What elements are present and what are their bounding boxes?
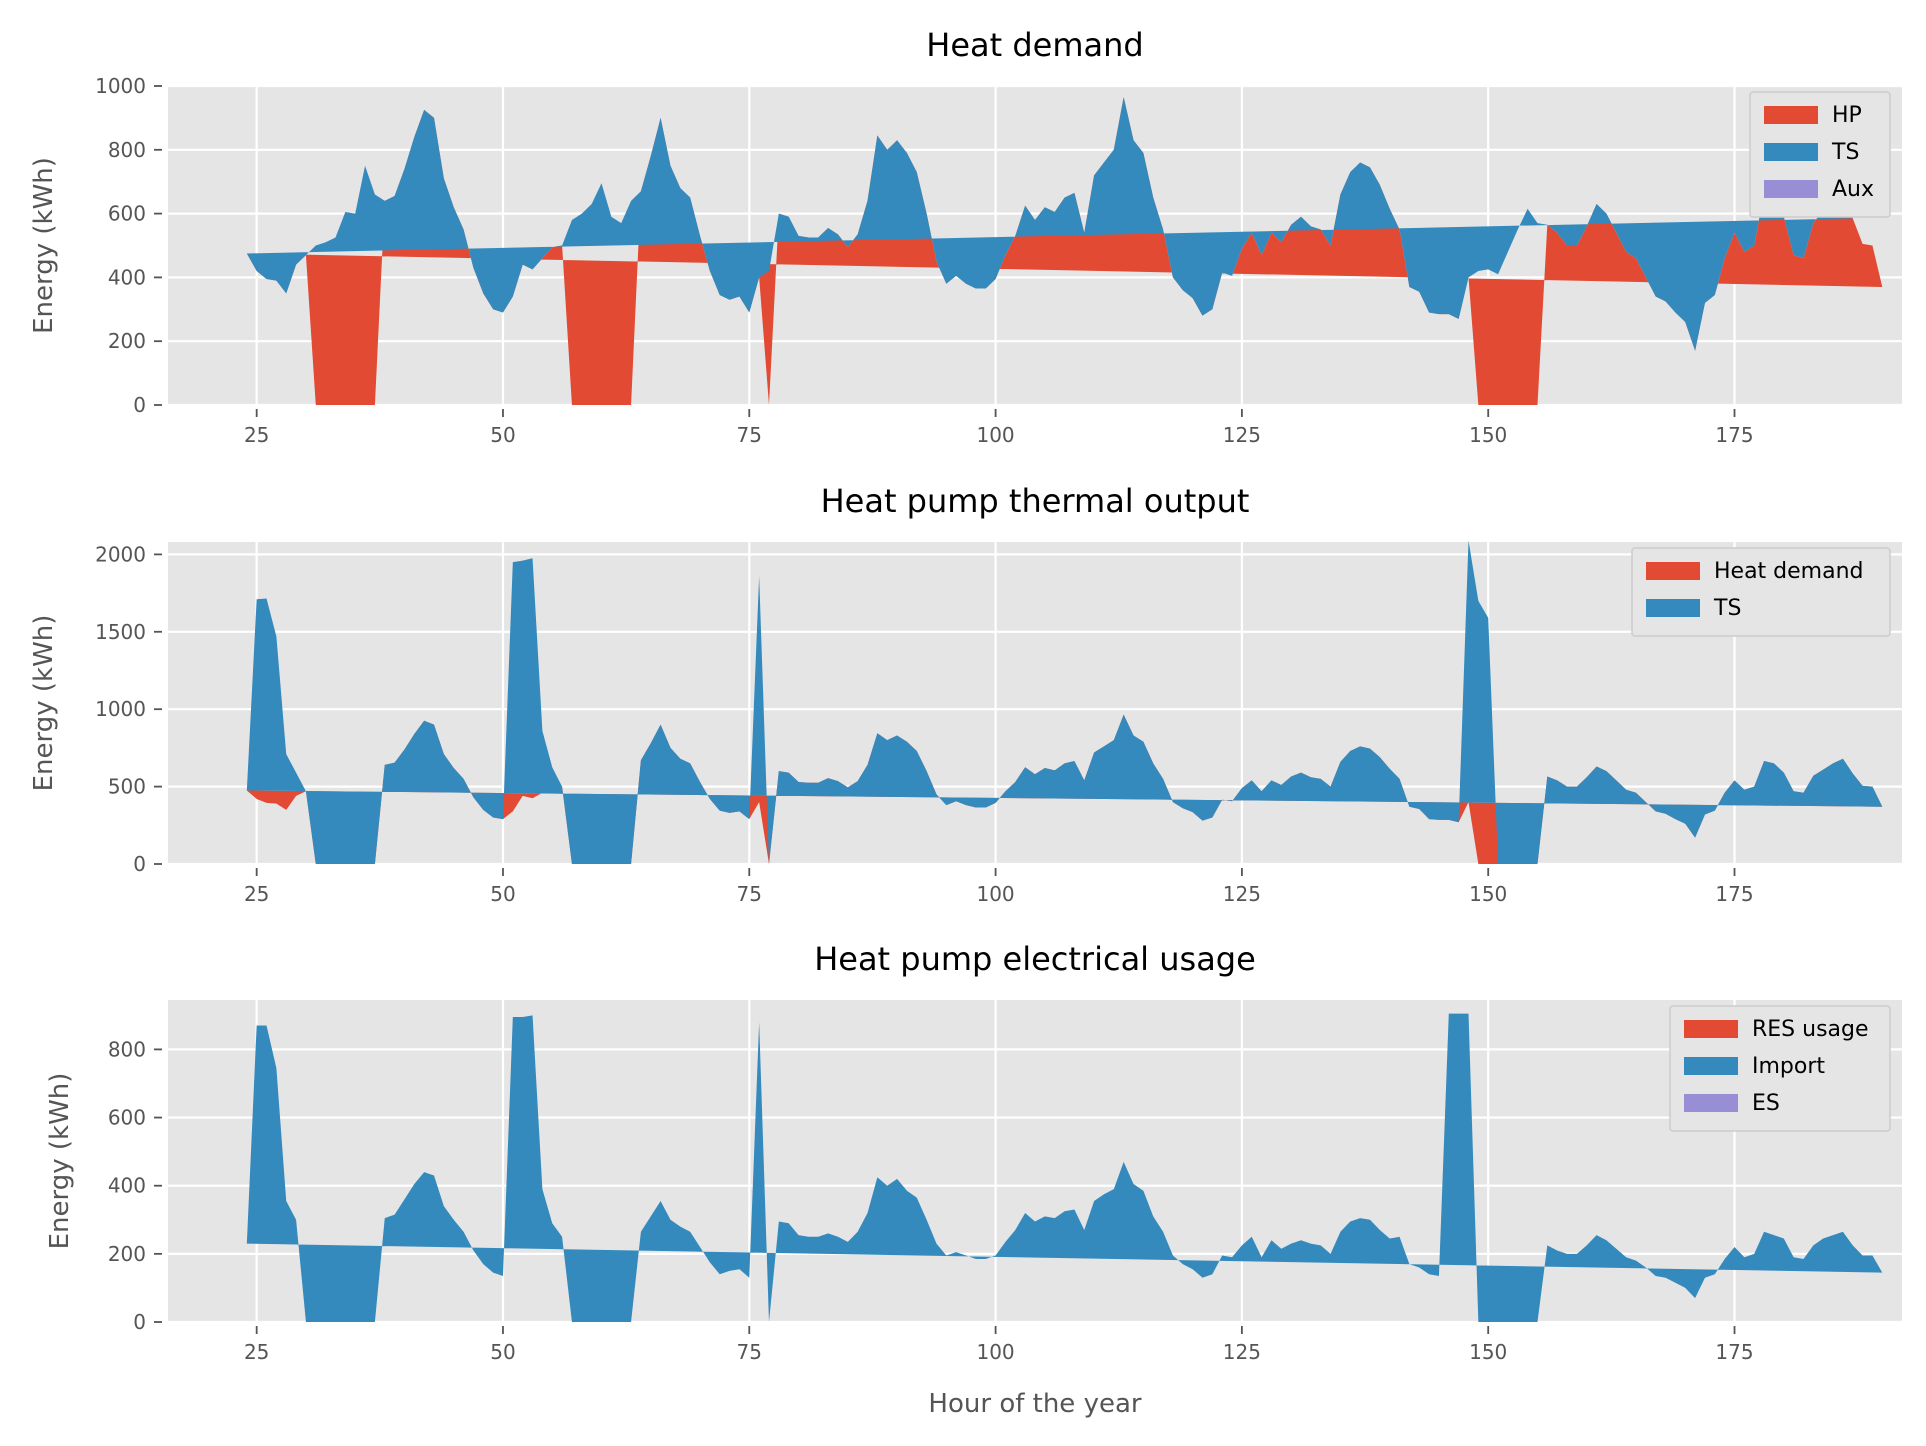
x-tick-label: 175 — [1715, 423, 1753, 447]
legend-label: TS — [1713, 596, 1741, 621]
x-tick-label: 100 — [976, 882, 1014, 906]
x-tick-label: 100 — [976, 423, 1014, 447]
y-tick-label: 1000 — [95, 74, 146, 98]
y-tick-label: 200 — [108, 1242, 146, 1266]
x-tick-label: 125 — [1223, 423, 1261, 447]
legend-label: TS — [1831, 140, 1859, 165]
y-tick-label: 800 — [108, 1037, 146, 1061]
legend-swatch — [1684, 1020, 1738, 1038]
y-tick-label: 0 — [133, 393, 146, 417]
subplot-2: 25 50 75 100 125 150 175 0 500 1000 1500 2000 Heat p… — [29, 482, 1902, 906]
x-tick-label: 50 — [490, 423, 515, 447]
y-tick-label: 400 — [108, 1174, 146, 1198]
y-tick-label: 1500 — [95, 620, 146, 644]
x-tick-label: 25 — [244, 1340, 269, 1364]
plot-background — [168, 542, 1902, 864]
x-tick-label: 25 — [244, 882, 269, 906]
x-tick-label: 50 — [490, 882, 515, 906]
x-tick-label: 125 — [1223, 1340, 1261, 1364]
y-axis-label: Energy (kWh) — [29, 157, 59, 334]
y-axis-label: Energy (kWh) — [45, 1073, 75, 1250]
x-tick-label: 75 — [737, 423, 762, 447]
x-tick-label: 75 — [737, 882, 762, 906]
y-tick-label: 800 — [108, 138, 146, 162]
area-series-ts — [246, 540, 1883, 864]
legend-label: ES — [1752, 1091, 1780, 1116]
y-tick-label: 0 — [133, 1310, 146, 1334]
subplot-title: Heat pump electrical usage — [814, 940, 1256, 978]
legend-label: RES usage — [1752, 1017, 1869, 1042]
plot-background — [168, 1000, 1902, 1322]
legend-swatch — [1646, 599, 1700, 617]
y-tick-label: 0 — [133, 852, 146, 876]
legend: HP TS Aux — [1749, 91, 1891, 218]
subplot-title: Heat demand — [926, 26, 1143, 64]
x-tick-label: 75 — [737, 1340, 762, 1364]
x-tick-label: 25 — [244, 423, 269, 447]
legend-label: Heat demand — [1714, 559, 1864, 584]
y-axis-label: Energy (kWh) — [29, 615, 59, 792]
x-tick-label: 150 — [1469, 1340, 1507, 1364]
x-tick-label: 150 — [1469, 423, 1507, 447]
y-tick-label: 2000 — [95, 542, 146, 566]
area-series-import — [246, 1013, 1883, 1322]
legend-swatch — [1764, 180, 1818, 198]
legend-label: Aux — [1832, 177, 1874, 202]
legend-swatch — [1684, 1057, 1738, 1075]
y-tick-label: 1000 — [95, 697, 146, 721]
x-tick-label: 100 — [976, 1340, 1014, 1364]
legend-swatch — [1764, 143, 1818, 161]
x-axis-label: Hour of the year — [928, 1389, 1141, 1419]
legend-swatch — [1764, 106, 1818, 124]
area-series-ts — [246, 97, 1853, 351]
x-tick-label: 175 — [1715, 882, 1753, 906]
legend-label: Import — [1752, 1054, 1825, 1079]
x-tick-label: 50 — [490, 1340, 515, 1364]
subplot-1: 25 50 75 100 125 150 175 0 200 400 600 800 1000 Heat … — [29, 26, 1902, 447]
legend-label: HP — [1832, 103, 1862, 128]
legend: RES usage Import ES — [1669, 1005, 1891, 1132]
x-tick-label: 175 — [1715, 1340, 1753, 1364]
x-tick-label: 150 — [1469, 882, 1507, 906]
legend-swatch — [1684, 1094, 1738, 1112]
y-tick-label: 200 — [108, 329, 146, 353]
legend-swatch — [1646, 562, 1700, 580]
subplot-title: Heat pump thermal output — [821, 482, 1250, 520]
x-tick-label: 125 — [1223, 882, 1261, 906]
y-tick-label: 600 — [108, 1106, 146, 1130]
y-tick-label: 500 — [108, 775, 146, 799]
y-tick-label: 400 — [108, 265, 146, 289]
subplot-3: 25 50 75 100 125 150 175 0 200 400 600 800 Heat pump… — [45, 940, 1902, 1419]
legend: Heat demand TS — [1631, 547, 1891, 637]
y-tick-label: 600 — [108, 202, 146, 226]
